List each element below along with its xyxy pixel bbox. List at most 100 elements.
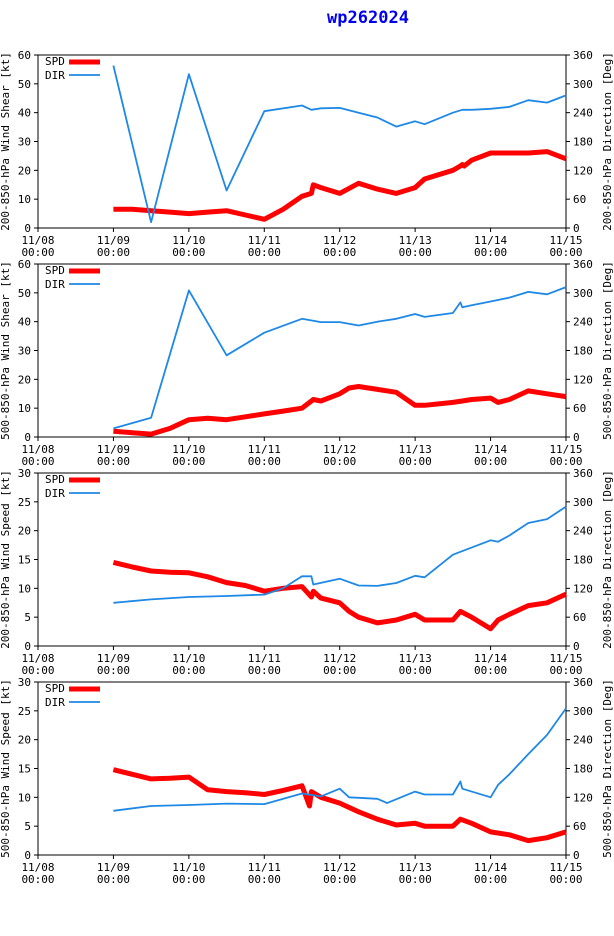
y-tick-label-right: 120 [573, 164, 593, 177]
plot-frame [37, 263, 567, 438]
x-tick-label-time: 00:00 [172, 455, 205, 468]
x-tick-label-date: 11/08 [21, 652, 54, 665]
y-tick-label-left: 25 [18, 496, 31, 509]
x-tick-label-date: 11/10 [172, 652, 205, 665]
y-tick-label-right: 300 [573, 496, 593, 509]
y-tick-label-left: 50 [18, 287, 31, 300]
spd-series-line [112, 559, 568, 632]
x-tick-label-time: 00:00 [474, 246, 507, 259]
y-tick-label-left: 10 [18, 402, 31, 415]
y-tick-label-right: 240 [573, 316, 593, 329]
legend-spd-label: SPD [45, 682, 65, 695]
y-tick-label-right: 360 [573, 49, 593, 62]
chart-title: wp262024 [327, 8, 409, 28]
x-tick-label-date: 11/09 [97, 234, 130, 247]
legend-dir-label: DIR [45, 278, 65, 291]
x-tick-label-date: 11/08 [21, 861, 54, 874]
x-tick-label-time: 00:00 [549, 246, 582, 259]
x-tick-label-date: 11/13 [399, 234, 432, 247]
y-tick-label-left: 20 [18, 373, 31, 386]
y-tick-label-right: 240 [573, 107, 593, 120]
y-tick-label-left: 30 [18, 345, 31, 358]
y-tick-label-right: 300 [573, 78, 593, 91]
x-tick-label-date: 11/13 [399, 443, 432, 456]
y-axis-label-left: 200-850-hPa Wind Shear [kt] [0, 52, 12, 231]
x-tick-label-time: 00:00 [474, 455, 507, 468]
x-tick-label-date: 11/14 [474, 234, 507, 247]
x-tick-label-time: 00:00 [474, 873, 507, 886]
y-tick-label-right: 0 [573, 431, 580, 444]
x-tick-label-time: 00:00 [549, 873, 582, 886]
x-tick-label-time: 00:00 [399, 873, 432, 886]
y-tick-label-left: 60 [18, 258, 31, 271]
y-tick-label-right: 180 [573, 763, 593, 776]
x-tick-label-date: 11/11 [248, 652, 281, 665]
x-tick-label-date: 11/12 [323, 652, 356, 665]
y-tick-label-right: 60 [573, 402, 586, 415]
x-tick-label-date: 11/11 [248, 234, 281, 247]
y-tick-label-left: 5 [24, 820, 31, 833]
x-tick-label-date: 11/08 [21, 234, 54, 247]
x-tick-label-time: 00:00 [172, 664, 205, 677]
x-tick-label-time: 00:00 [21, 455, 54, 468]
y-tick-label-right: 300 [573, 705, 593, 718]
x-tick-label-time: 00:00 [248, 664, 281, 677]
x-tick-label-time: 00:00 [399, 246, 432, 259]
x-tick-label-date: 11/14 [474, 652, 507, 665]
y-tick-label-left: 10 [18, 582, 31, 595]
x-tick-label-date: 11/15 [549, 861, 582, 874]
x-tick-label-time: 00:00 [248, 873, 281, 886]
y-axis-label-left: 500-850-hPa Wind Shear [kt] [0, 261, 12, 440]
y-tick-label-right: 60 [573, 193, 586, 206]
x-tick-label-date: 11/15 [549, 652, 582, 665]
y-axis-label-right: 500-850-hPa Direction [Deg] [601, 261, 614, 440]
x-tick-label-time: 00:00 [474, 664, 507, 677]
legend-spd-label: SPD [45, 55, 65, 68]
x-tick-label-date: 11/14 [474, 861, 507, 874]
x-tick-label-time: 00:00 [323, 664, 356, 677]
y-tick-label-right: 0 [573, 640, 580, 653]
x-tick-label-date: 11/09 [97, 652, 130, 665]
dir-series-line [113, 505, 567, 604]
y-tick-label-left: 20 [18, 525, 31, 538]
x-tick-label-time: 00:00 [549, 455, 582, 468]
legend-dir-label: DIR [45, 69, 65, 82]
y-tick-label-right: 360 [573, 467, 593, 480]
x-tick-label-time: 00:00 [172, 873, 205, 886]
y-tick-label-right: 120 [573, 582, 593, 595]
y-tick-label-right: 360 [573, 676, 593, 689]
x-tick-label-date: 11/10 [172, 443, 205, 456]
x-tick-label-time: 00:00 [399, 455, 432, 468]
y-tick-label-left: 0 [24, 222, 31, 235]
x-tick-label-date: 11/09 [97, 443, 130, 456]
x-tick-label-time: 00:00 [97, 873, 130, 886]
y-tick-label-left: 0 [24, 431, 31, 444]
spd-series-line [113, 384, 567, 437]
y-tick-label-left: 60 [18, 49, 31, 62]
y-tick-label-left: 5 [24, 611, 31, 624]
legend-spd-label: SPD [45, 264, 65, 277]
x-tick-label-date: 11/10 [172, 861, 205, 874]
panel-2: 010203040506006012018024030036011/0800:0… [0, 258, 614, 468]
y-tick-label-right: 180 [573, 136, 593, 149]
x-tick-label-date: 11/13 [399, 861, 432, 874]
y-tick-label-right: 0 [573, 849, 580, 862]
x-tick-label-date: 11/15 [549, 443, 582, 456]
spd-series-line [112, 767, 567, 844]
x-tick-label-time: 00:00 [21, 246, 54, 259]
x-tick-label-time: 00:00 [323, 873, 356, 886]
x-tick-label-time: 00:00 [172, 246, 205, 259]
dir-series-line [113, 707, 567, 812]
y-tick-label-left: 30 [18, 467, 31, 480]
x-tick-label-date: 11/12 [323, 443, 356, 456]
x-tick-label-date: 11/13 [399, 652, 432, 665]
panel-4: 05101520253006012018024030036011/0800:00… [0, 676, 614, 886]
x-tick-label-time: 00:00 [97, 455, 130, 468]
x-tick-label-date: 11/12 [323, 234, 356, 247]
y-tick-label-left: 30 [18, 676, 31, 689]
y-tick-label-right: 60 [573, 820, 586, 833]
legend-dir-label: DIR [45, 696, 65, 709]
y-axis-label-right: 500-850-hPa Direction [Deg] [601, 679, 614, 858]
panel-3: 05101520253006012018024030036011/0800:00… [0, 467, 614, 677]
dir-series-line [112, 65, 567, 224]
